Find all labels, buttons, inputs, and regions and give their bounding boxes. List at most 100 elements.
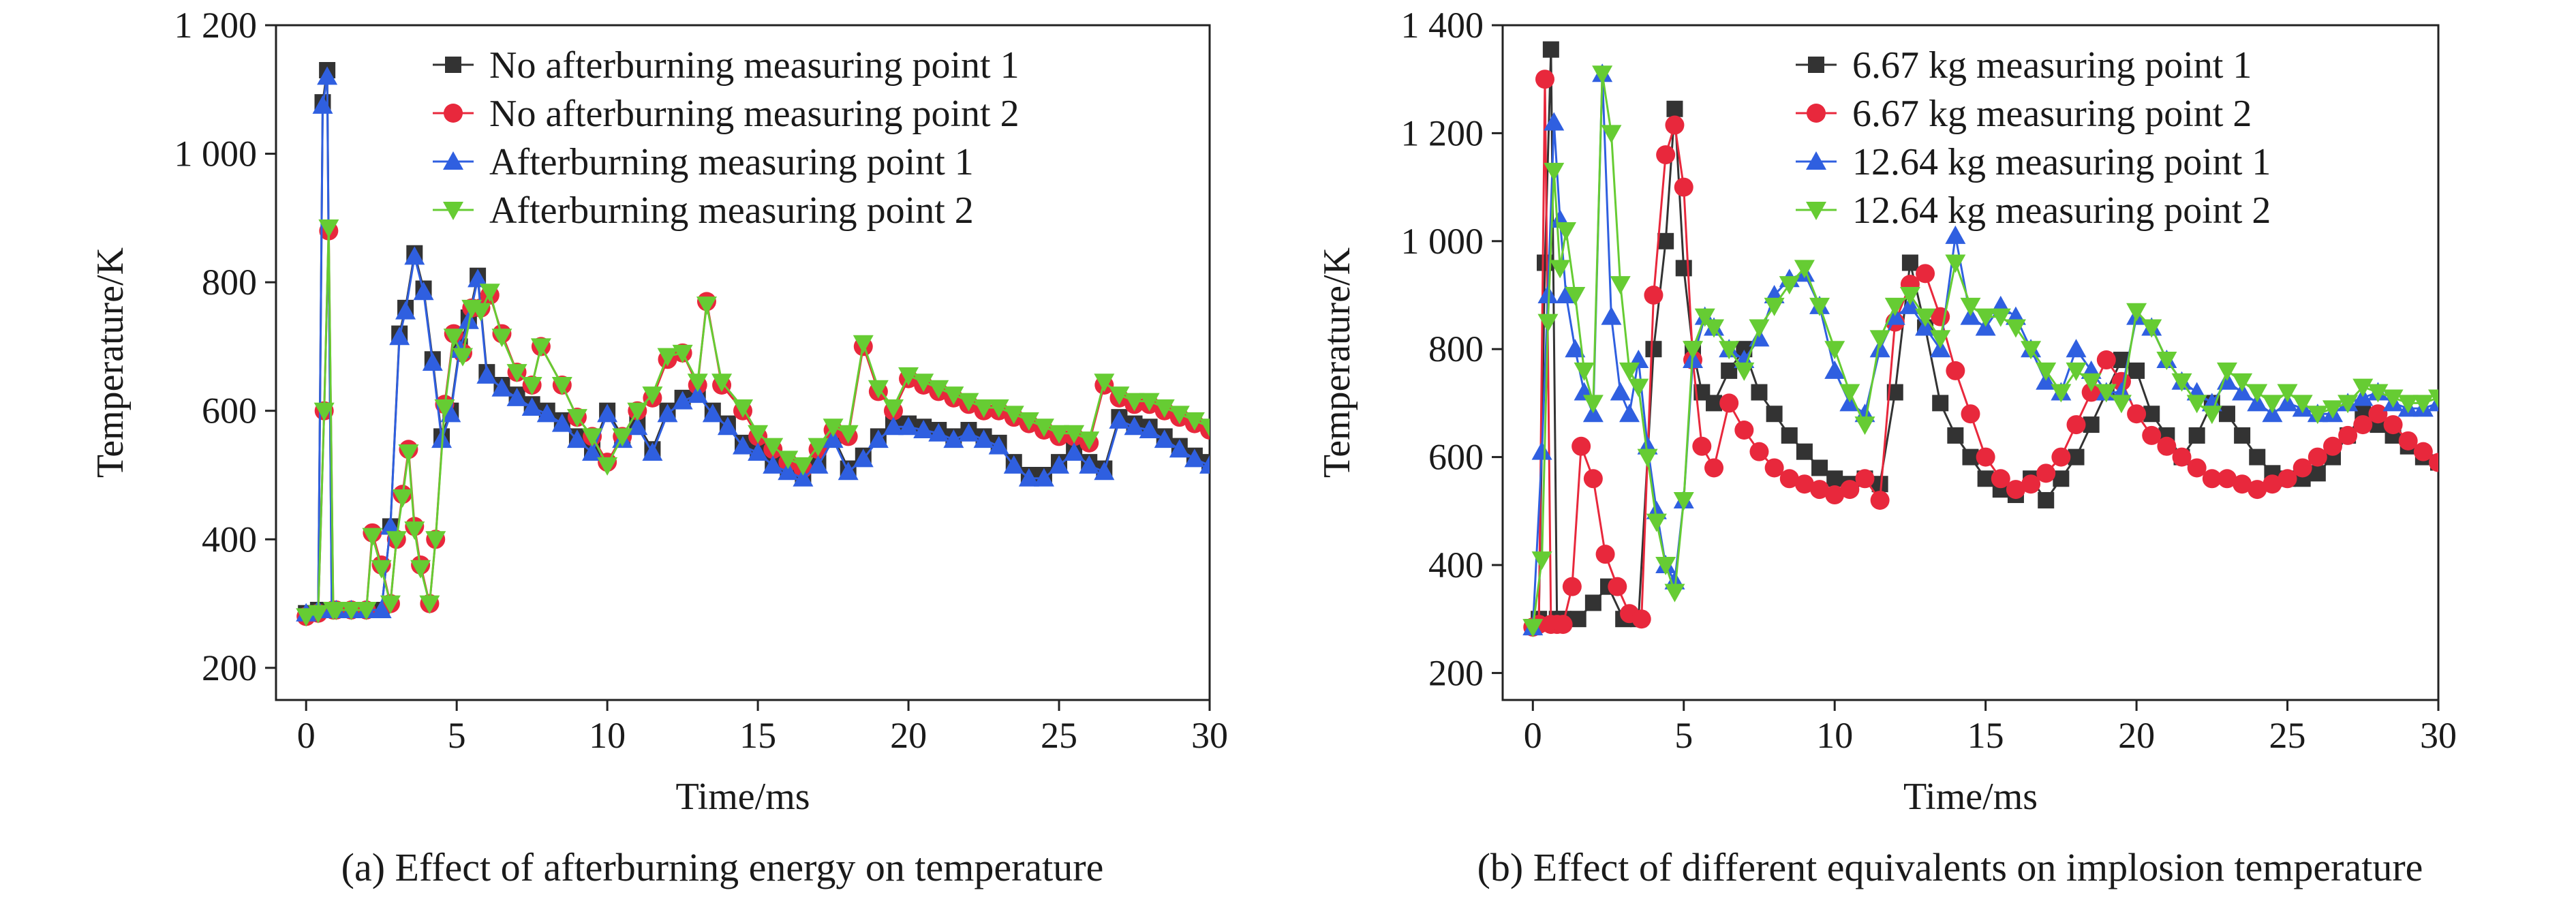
data-point [410, 560, 431, 579]
data-point [313, 402, 335, 421]
x-tick-label: 15 [1967, 715, 2004, 756]
data-point [1855, 469, 1875, 489]
data-point [491, 329, 512, 348]
x-tick-label: 30 [1191, 715, 1228, 756]
panel-caption: (b) Effect of different equivalents on i… [1477, 845, 2423, 889]
data-point [1655, 557, 1676, 575]
data-point [2201, 406, 2222, 425]
data-point [1675, 260, 1692, 277]
data-point [1584, 594, 1601, 611]
data-point [536, 403, 557, 423]
data-point [1049, 455, 1070, 474]
data-point [1721, 362, 1738, 379]
data-point [2322, 436, 2342, 456]
data-point [2368, 404, 2388, 424]
y-tick-label: 1 000 [174, 134, 258, 174]
data-point [823, 418, 844, 438]
panel-b: 0 5 10 15 20 25 30 200 400 600 800 1 000 1 200 1 400 T… [1316, 5, 2457, 889]
data-point [2383, 415, 2403, 435]
data-point [440, 403, 461, 423]
data-point [356, 602, 377, 620]
data-point [1569, 611, 1586, 628]
data-point [1535, 70, 1555, 89]
data-point [2066, 339, 2087, 358]
data-point [476, 365, 497, 384]
data-point [371, 600, 392, 618]
data-point [1945, 225, 1966, 244]
data-point [778, 451, 799, 470]
panel-caption: (a) Effect of afterburning energy on tem… [341, 845, 1104, 889]
data-point [1826, 470, 1843, 487]
data-point [2337, 395, 2359, 414]
data-point [1930, 330, 1951, 349]
data-point [530, 338, 551, 357]
data-point [778, 461, 799, 481]
x-tick-label: 10 [589, 715, 626, 756]
data-point [2096, 350, 2116, 370]
data-point [2081, 373, 2102, 392]
data-point [1595, 545, 1615, 564]
data-point [1749, 442, 1769, 461]
data-point [696, 296, 717, 316]
data-point [1522, 619, 1544, 638]
data-point [687, 384, 708, 403]
data-point [943, 429, 964, 448]
y-tick-label: 1 400 [1401, 5, 1484, 46]
data-point [793, 468, 814, 487]
data-point [1556, 222, 1577, 241]
legend-marker [445, 57, 461, 73]
data-point [582, 428, 603, 447]
data-point [1645, 341, 1662, 358]
data-point [2322, 400, 2343, 419]
data-point [1544, 112, 1565, 131]
data-point [1694, 308, 1715, 327]
legend-label: 6.67 kg measuring point 1 [1852, 44, 2252, 87]
data-point [1901, 254, 1918, 271]
data-point [296, 608, 317, 627]
data-point [943, 386, 964, 406]
data-point [748, 425, 769, 444]
data-point [1824, 341, 1845, 360]
data-point [2111, 395, 2132, 414]
data-point [380, 595, 401, 614]
data-point [898, 416, 919, 436]
data-point [1637, 448, 1658, 468]
x-tick-label: 25 [1041, 715, 1077, 756]
data-point [853, 335, 874, 354]
data-point [2353, 415, 2373, 435]
data-point [988, 399, 1009, 418]
data-point [1033, 418, 1054, 438]
data-point [2068, 448, 2085, 466]
data-point [413, 281, 434, 301]
plot-frame [275, 24, 1211, 701]
data-point [551, 377, 572, 395]
data-point [1199, 418, 1210, 438]
data-point [2202, 469, 2222, 489]
data-point [2036, 463, 2056, 483]
data-point [1537, 314, 1559, 333]
data-point [2186, 395, 2207, 414]
data-point [1003, 455, 1024, 474]
data-point [1766, 406, 1783, 423]
data-point [2051, 384, 2072, 403]
data-point [453, 348, 473, 367]
data-point [2309, 465, 2326, 482]
data-point [1764, 458, 1784, 478]
data-point [988, 436, 1009, 455]
y-tick-label: 800 [1428, 329, 1484, 369]
data-point [1542, 41, 1559, 58]
data-point [733, 399, 753, 418]
data-point [597, 403, 618, 423]
data-point [2051, 447, 2071, 467]
legend-marker [1808, 57, 1824, 73]
y-tick-label: 400 [1428, 545, 1484, 585]
x-tick-label: 0 [1524, 715, 1542, 756]
data-point [1550, 260, 1571, 279]
data-point [1582, 395, 1604, 414]
data-point [1601, 125, 1622, 144]
legend-label: Afterburning measuring point 2 [489, 189, 974, 232]
data-point [1556, 285, 1577, 303]
data-point [1033, 468, 1054, 487]
y-tick-label: 800 [202, 262, 257, 303]
data-point [1124, 393, 1145, 412]
